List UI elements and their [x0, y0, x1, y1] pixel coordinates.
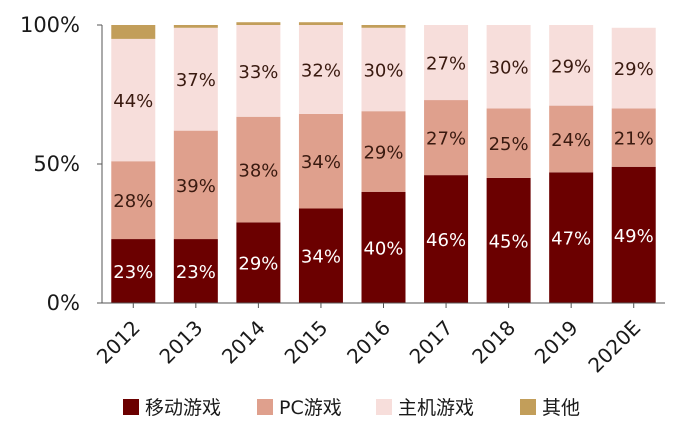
bar-segment	[549, 105, 594, 173]
legend-swatch	[257, 399, 273, 415]
y-tick-label: 50%	[33, 152, 80, 176]
x-tick-label: 2013	[154, 316, 207, 369]
bar-segment	[111, 38, 156, 162]
x-tick-label: 2020E	[583, 316, 645, 378]
bar-segment	[173, 239, 218, 303]
y-tick-label: 100%	[20, 13, 80, 37]
bar-segment	[486, 108, 531, 178]
data-label: 40%	[363, 238, 403, 259]
data-label: 30%	[363, 60, 403, 81]
legend-label: PC游戏	[279, 397, 342, 419]
x-tick-label: 2012	[92, 316, 145, 369]
bar-segment	[111, 161, 156, 240]
data-label: 33%	[238, 62, 278, 83]
x-tick-label: 2017	[405, 316, 458, 369]
bars: 23% 28% 44% 23% 39% 37% 29% 38% 33% 34% 34% 32% 40% 2…	[111, 22, 656, 303]
legend-swatch	[520, 399, 536, 415]
bar-segment	[611, 166, 656, 303]
bar-segment	[173, 25, 218, 28]
bar-segment	[298, 208, 343, 303]
bar-segment	[486, 25, 531, 109]
data-label: 29%	[238, 254, 278, 275]
data-label: 27%	[426, 129, 466, 150]
data-label: 34%	[301, 152, 341, 173]
bar-segment	[611, 27, 656, 109]
bar-segment	[236, 22, 281, 25]
data-label: 29%	[363, 142, 403, 163]
bar-segment	[173, 130, 218, 240]
data-label: 45%	[489, 231, 529, 252]
data-label: 29%	[614, 59, 654, 80]
legend-label: 其他	[542, 397, 580, 419]
bar-segment	[236, 222, 281, 303]
x-tick-label: 2018	[467, 316, 520, 369]
bar-segment	[173, 27, 218, 131]
bar-segment	[424, 25, 469, 101]
data-label: 38%	[238, 161, 278, 182]
bar-segment	[361, 25, 406, 28]
bar-segment	[424, 175, 469, 303]
bar-segment	[236, 25, 281, 117]
x-axis: 2012 2013 2014 2015 2016 2017 2018 2019 2020E	[92, 302, 665, 378]
bar-segment	[111, 239, 156, 303]
bar-segment	[298, 25, 343, 114]
data-label: 49%	[614, 226, 654, 247]
bar-segment	[361, 27, 406, 112]
bar-segment	[486, 177, 531, 303]
x-tick-label: 2019	[530, 316, 583, 369]
legend-swatch	[376, 399, 392, 415]
data-label: 23%	[113, 262, 153, 283]
bar-segment	[361, 111, 406, 192]
bar-segment	[111, 25, 156, 39]
y-tick-label: 0%	[47, 291, 80, 315]
x-tick-label: 2016	[342, 316, 395, 369]
data-label: 34%	[301, 247, 341, 268]
data-label: 46%	[426, 230, 466, 251]
x-tick-label: 2015	[280, 316, 333, 369]
bar-segment	[236, 116, 281, 223]
data-label: 25%	[489, 134, 529, 155]
bar-segment	[611, 108, 656, 167]
bar-segment	[298, 22, 343, 25]
data-label: 32%	[301, 60, 341, 81]
bar-segment	[549, 172, 594, 303]
data-label: 30%	[489, 58, 529, 79]
data-label: 21%	[614, 129, 654, 150]
legend-label: 移动游戏	[145, 397, 221, 419]
legend: 移动游戏 PC游戏 主机游戏 其他	[123, 397, 580, 419]
y-axis: 0% 50% 100%	[20, 13, 103, 315]
data-label: 28%	[113, 191, 153, 212]
legend-label: 主机游戏	[398, 397, 474, 419]
data-label: 37%	[176, 70, 216, 91]
legend-swatch	[123, 399, 139, 415]
data-label: 27%	[426, 54, 466, 75]
data-label: 23%	[176, 262, 216, 283]
data-label: 24%	[551, 130, 591, 151]
bar-segment	[549, 25, 594, 106]
data-label: 39%	[176, 176, 216, 197]
bar-segment	[424, 100, 469, 176]
bar-segment	[298, 113, 343, 209]
data-label: 29%	[551, 56, 591, 77]
data-label: 47%	[551, 229, 591, 250]
x-tick-label: 2014	[217, 316, 270, 369]
data-label: 44%	[113, 91, 153, 112]
bar-segment	[361, 191, 406, 303]
